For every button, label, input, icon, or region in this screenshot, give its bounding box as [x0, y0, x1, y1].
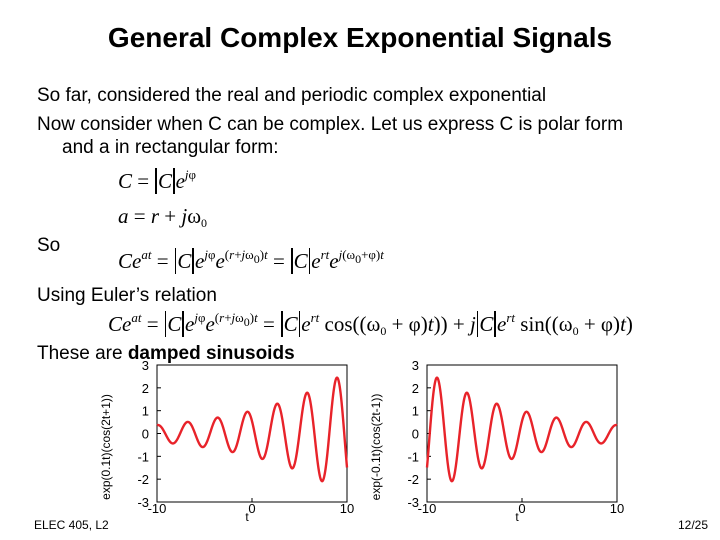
damped-bold: damped sinusoids [127, 343, 295, 364]
y-tick-label: -1 [407, 449, 419, 464]
y-tick-label: 1 [142, 404, 149, 419]
x-tick-label: 10 [340, 501, 354, 516]
footer-page-number: 12/25 [677, 518, 708, 532]
y-tick-label: 1 [412, 404, 419, 419]
series-line [425, 376, 618, 483]
y-tick-label: 0 [142, 427, 149, 442]
euler-label: Using Euler’s relation [37, 285, 217, 306]
damped-sinusoids-line: These are damped sinusoids [37, 343, 295, 365]
x-axis-label: t [245, 510, 249, 524]
y-tick-label: -2 [407, 472, 419, 487]
plot-frame [426, 364, 618, 503]
y-tick-label: -1 [137, 449, 149, 464]
series-line [156, 376, 349, 483]
x-tick-label: 0 [248, 501, 255, 516]
x-tick-label: 0 [518, 501, 525, 516]
x-tick-label: 10 [610, 501, 624, 516]
x-tick-label: -10 [418, 501, 437, 516]
y-axis-label: exp(0.1t)(cos(2t+1)) [99, 394, 113, 500]
equation-a-rect: a = r + jω0 [118, 204, 208, 230]
slide-title: General Complex Exponential Signals [107, 22, 613, 53]
y-tick-label: 2 [412, 381, 419, 396]
damped-prefix: These are [37, 343, 128, 364]
footer-course: ELEC 405, L2 [34, 518, 109, 532]
y-tick-label: 3 [412, 358, 419, 373]
x-tick-label: -10 [148, 501, 167, 516]
y-tick-label: 2 [142, 381, 149, 396]
text-line-1: So far, considered the real and periodic… [37, 85, 547, 106]
y-tick-label: -2 [137, 472, 149, 487]
y-axis-label: exp(-0.1t)(cos(2t-1)) [369, 394, 383, 501]
plot-frame [156, 364, 348, 503]
so-label: So [37, 235, 61, 256]
x-axis-label: t [515, 510, 519, 524]
y-tick-label: 0 [412, 427, 419, 442]
text-line-3: and a in rectangular form: [62, 137, 279, 158]
y-tick-label: -3 [137, 495, 149, 510]
y-tick-label: 3 [142, 358, 149, 373]
text-line-2: Now consider when C can be complex. Let … [37, 114, 624, 135]
y-tick-label: -3 [407, 495, 419, 510]
